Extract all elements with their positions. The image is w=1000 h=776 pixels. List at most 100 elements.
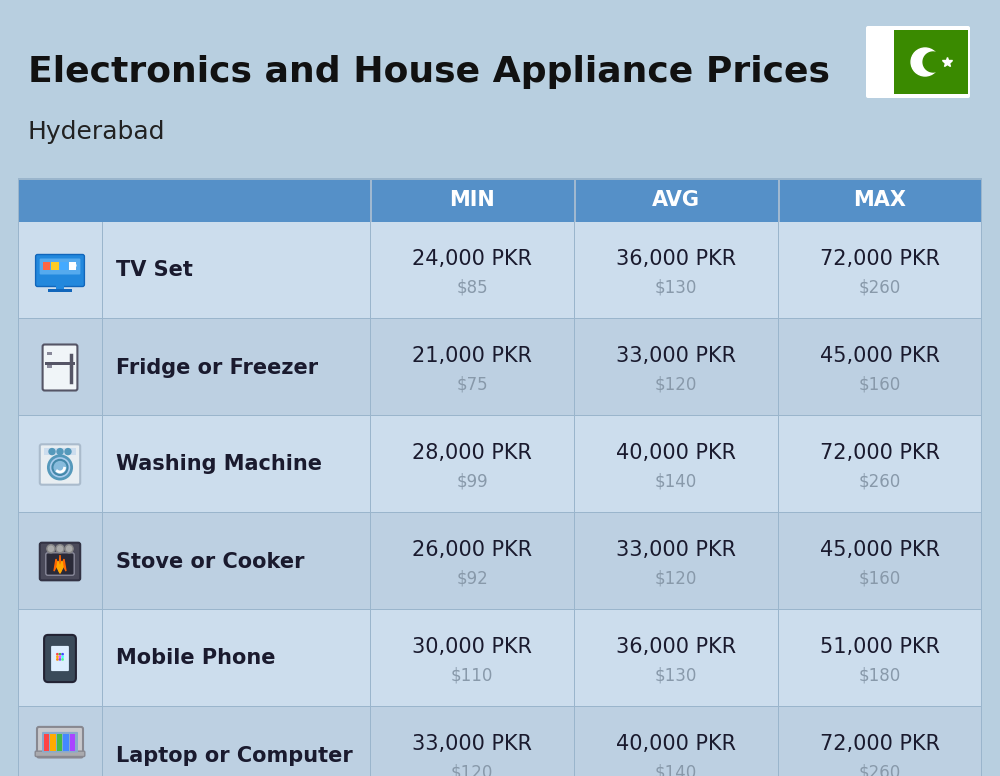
- Bar: [778, 416, 779, 513]
- Text: 45,000 PKR: 45,000 PKR: [820, 540, 940, 559]
- Text: Washing Machine: Washing Machine: [116, 455, 322, 474]
- Bar: [778, 513, 779, 610]
- Text: $180: $180: [859, 667, 901, 685]
- FancyBboxPatch shape: [42, 732, 78, 753]
- Text: 33,000 PKR: 33,000 PKR: [616, 346, 736, 365]
- Text: 26,000 PKR: 26,000 PKR: [412, 540, 532, 559]
- Text: Hyderabad: Hyderabad: [28, 120, 166, 144]
- FancyBboxPatch shape: [866, 26, 970, 98]
- Bar: [574, 222, 575, 319]
- FancyBboxPatch shape: [40, 542, 80, 580]
- Bar: [18, 416, 982, 513]
- Bar: [778, 610, 779, 707]
- Text: Electronics and House Appliance Prices: Electronics and House Appliance Prices: [28, 55, 830, 89]
- Text: $130: $130: [655, 667, 697, 685]
- Circle shape: [65, 449, 71, 455]
- Text: $85: $85: [456, 279, 488, 297]
- Text: $140: $140: [655, 764, 697, 776]
- Bar: [60, 262, 68, 269]
- Text: 40,000 PKR: 40,000 PKR: [616, 734, 736, 753]
- Bar: [51, 262, 59, 269]
- Bar: [102, 319, 103, 416]
- Text: $75: $75: [456, 376, 488, 394]
- Text: $260: $260: [859, 279, 901, 297]
- Circle shape: [52, 460, 68, 475]
- Bar: [370, 222, 371, 319]
- Bar: [574, 513, 575, 610]
- Text: $140: $140: [655, 473, 697, 491]
- FancyBboxPatch shape: [37, 727, 83, 757]
- Text: $260: $260: [859, 473, 901, 491]
- FancyBboxPatch shape: [56, 656, 59, 658]
- Text: 36,000 PKR: 36,000 PKR: [616, 637, 736, 656]
- Circle shape: [911, 48, 939, 76]
- Text: 33,000 PKR: 33,000 PKR: [412, 734, 532, 753]
- FancyBboxPatch shape: [61, 653, 64, 656]
- Text: 28,000 PKR: 28,000 PKR: [412, 443, 532, 462]
- FancyBboxPatch shape: [43, 345, 77, 390]
- Bar: [47, 352, 52, 355]
- Text: $99: $99: [456, 473, 488, 491]
- Bar: [778, 222, 779, 319]
- Bar: [574, 178, 576, 222]
- Circle shape: [48, 456, 72, 479]
- Text: $110: $110: [451, 667, 493, 685]
- Bar: [371, 178, 574, 222]
- Text: 72,000 PKR: 72,000 PKR: [820, 443, 940, 462]
- Bar: [778, 178, 780, 222]
- Bar: [48, 289, 72, 292]
- FancyBboxPatch shape: [59, 658, 61, 660]
- FancyBboxPatch shape: [36, 255, 84, 286]
- FancyBboxPatch shape: [35, 751, 85, 757]
- Text: $130: $130: [655, 279, 697, 297]
- Bar: [370, 178, 372, 222]
- Bar: [574, 707, 575, 776]
- Circle shape: [57, 449, 63, 455]
- Bar: [56, 282, 64, 289]
- Bar: [574, 416, 575, 513]
- Bar: [70, 734, 75, 750]
- Bar: [18, 178, 370, 222]
- Circle shape: [56, 545, 64, 553]
- FancyBboxPatch shape: [40, 258, 80, 275]
- FancyBboxPatch shape: [44, 635, 76, 682]
- Text: $260: $260: [859, 764, 901, 776]
- Bar: [370, 707, 371, 776]
- Bar: [44, 449, 76, 455]
- Text: 40,000 PKR: 40,000 PKR: [616, 443, 736, 462]
- Text: $120: $120: [655, 376, 697, 394]
- Text: $160: $160: [859, 570, 901, 588]
- FancyBboxPatch shape: [61, 656, 64, 658]
- Bar: [370, 416, 371, 513]
- Circle shape: [49, 449, 55, 455]
- Text: MAX: MAX: [854, 190, 906, 210]
- Bar: [102, 610, 103, 707]
- Bar: [894, 30, 968, 94]
- Bar: [18, 707, 982, 776]
- Bar: [45, 362, 75, 365]
- Text: $160: $160: [859, 376, 901, 394]
- FancyBboxPatch shape: [46, 553, 74, 575]
- Bar: [370, 610, 371, 707]
- Bar: [574, 610, 575, 707]
- Bar: [18, 415, 982, 416]
- Bar: [870, 30, 894, 94]
- Text: $120: $120: [655, 570, 697, 588]
- Text: AVG: AVG: [652, 190, 700, 210]
- Text: 72,000 PKR: 72,000 PKR: [820, 734, 940, 753]
- Bar: [18, 178, 982, 180]
- Bar: [778, 319, 779, 416]
- Text: $120: $120: [451, 764, 493, 776]
- FancyBboxPatch shape: [56, 653, 59, 656]
- Text: 51,000 PKR: 51,000 PKR: [820, 637, 940, 656]
- Bar: [18, 610, 982, 707]
- Bar: [69, 262, 76, 269]
- Text: 45,000 PKR: 45,000 PKR: [820, 346, 940, 365]
- Text: 21,000 PKR: 21,000 PKR: [412, 346, 532, 365]
- Bar: [574, 319, 575, 416]
- FancyBboxPatch shape: [61, 658, 64, 660]
- Text: Laptop or Computer: Laptop or Computer: [116, 746, 353, 765]
- Bar: [102, 416, 103, 513]
- Bar: [18, 222, 982, 319]
- Bar: [370, 513, 371, 610]
